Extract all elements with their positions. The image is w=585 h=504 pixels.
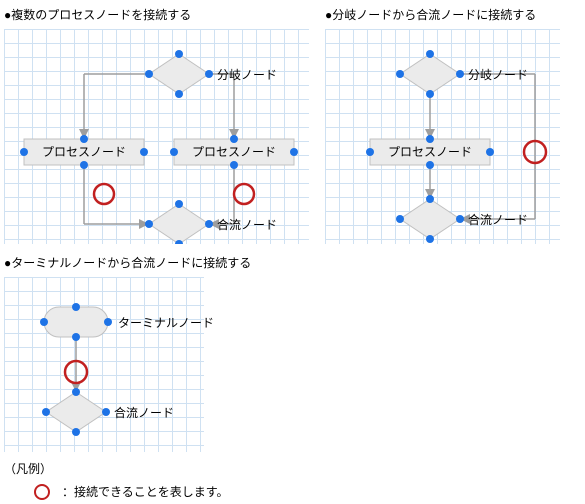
d1-canvas: プロセスノード プロセスノード 分岐ノード 合流ノード (4, 29, 309, 244)
d3-title: ●ターミナルノードから合流ノードに接続する (4, 254, 585, 271)
svg-text:プロセスノード: プロセスノード (42, 145, 126, 159)
d2-branch-label: 分岐ノード (468, 66, 528, 83)
d3-terminal-label: ターミナルノード (118, 314, 214, 331)
svg-text:プロセスノード: プロセスノード (388, 145, 472, 159)
d1-title: ●複数のプロセスノードを接続する (4, 6, 309, 23)
d1-merge-label: 合流ノード (217, 216, 277, 233)
d2-merge-label: 合流ノード (468, 211, 528, 228)
legend: （凡例） ：接続できることを表します。 (4, 460, 585, 500)
legend-text: ：接続できることを表します。 (62, 483, 229, 500)
d3-canvas: ターミナルノード 合流ノード (4, 277, 204, 452)
svg-text:プロセスノード: プロセスノード (192, 145, 276, 159)
d2-title: ●分岐ノードから合流ノードに接続する (325, 6, 560, 23)
legend-ring-icon (34, 484, 50, 500)
d3-merge-label: 合流ノード (114, 404, 174, 421)
d1-branch-label: 分岐ノード (217, 66, 277, 83)
d2-canvas: プロセスノード 分岐ノード 合流ノード (325, 29, 560, 244)
legend-title: （凡例） (4, 460, 585, 477)
